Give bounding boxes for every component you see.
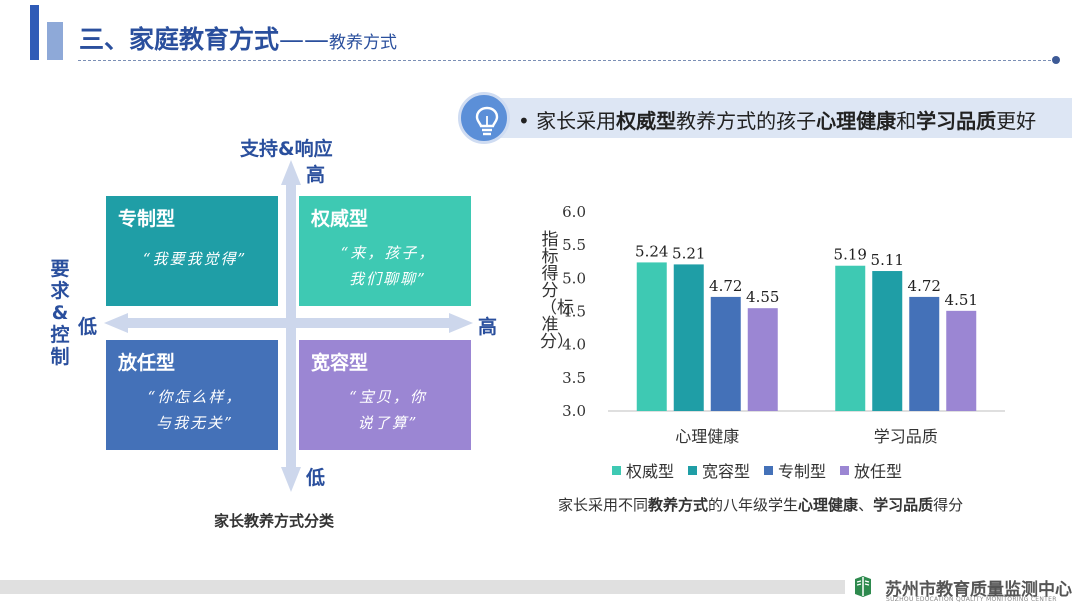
legend-item: 专制型	[764, 458, 826, 482]
title-divider-dot	[1052, 56, 1060, 64]
legend-swatch	[840, 465, 850, 475]
headline-bullet: •	[518, 109, 537, 133]
headline-part: 更好	[996, 109, 1037, 133]
quadrant-name: 权威型	[311, 208, 369, 230]
caption-part: 心理健康	[798, 496, 859, 514]
data-label: 4.55	[746, 288, 779, 306]
horizontal-axis	[124, 318, 454, 328]
legend-label: 权威型	[626, 462, 675, 481]
quadrant-quote: 说了算”	[357, 414, 419, 432]
bar	[636, 262, 667, 411]
data-label: 4.51	[945, 291, 978, 309]
quadrant-quote: “宝贝，你	[349, 388, 427, 406]
data-label: 5.24	[635, 242, 668, 260]
quadrant-quote: 与我无关”	[156, 414, 234, 432]
quadrant-name: 放任型	[118, 352, 176, 374]
bar-chart-svg: 3.03.54.04.55.05.56.05.24 5.214.724.55心理健…	[562, 203, 1005, 446]
footer-bar	[0, 580, 845, 594]
data-label: 4.72	[908, 277, 941, 295]
page-title-dash: ——	[279, 25, 330, 54]
quadrant-quote: “你怎么样，	[147, 388, 243, 406]
chart-legend: 权威型 宽容型 专制型 放任型	[612, 458, 902, 482]
headline-part: 权威型	[616, 109, 677, 133]
legend-label: 放任型	[854, 462, 903, 481]
bar	[673, 264, 704, 411]
data-label: 5.19	[834, 246, 867, 264]
data-label: 5.21	[672, 244, 705, 262]
y-tick-label: 3.0	[562, 402, 586, 420]
headline-band	[500, 98, 1072, 138]
quadrant-name: 宽容型	[311, 352, 369, 374]
title-divider	[78, 60, 1056, 61]
caption-part: 、	[858, 496, 874, 514]
book-logo-icon	[855, 576, 871, 597]
headline-part: 学习品质	[916, 109, 997, 133]
axis-left-label: 要求&控制	[50, 258, 70, 368]
bar	[872, 271, 903, 411]
legend-item: 宽容型	[688, 458, 750, 482]
quadrant-axes	[104, 160, 473, 492]
legend-label: 宽容型	[702, 462, 751, 481]
y-tick-label: 4.5	[562, 303, 586, 321]
headline-part: 教养方式的孩子	[676, 109, 817, 133]
bar	[835, 265, 866, 411]
bar-chart: 3.0 3.5 4.0 4.5 5.0 5.5 6.0 5.24 5.21 4.72 4.55 心理健…	[530, 195, 1060, 485]
caption-part: 教养方式	[648, 496, 709, 514]
quadrant-caption: 家长教养方式分类	[214, 512, 335, 530]
axis-left-end: 低	[78, 316, 98, 338]
quadrant-quote: “来，孩子，	[340, 244, 436, 262]
legend-label: 专制型	[778, 462, 827, 481]
y-tick-label: 6.0	[562, 203, 586, 221]
headline-part: 家长采用	[536, 109, 617, 133]
quadrant-authoritative: 权威型 “来，孩子， 我们聊聊”	[299, 196, 471, 306]
quadrant-quote: “我要我觉得”	[142, 250, 248, 268]
vertical-axis-arrow-up	[281, 160, 301, 185]
bar	[747, 308, 778, 411]
quadrant-indulgent: 宽容型 “宝贝，你 说了算”	[299, 340, 471, 450]
legend-swatch	[612, 465, 621, 475]
caption-part: 学习品质	[873, 496, 934, 514]
axis-top-label: 支持&响应	[240, 138, 333, 160]
page-title: 三、家庭教育方式——教养方式	[79, 20, 397, 56]
bar	[946, 310, 977, 411]
vertical-axis-arrow-down	[281, 467, 301, 492]
lightbulb-icon	[458, 92, 510, 144]
legend-swatch	[764, 465, 774, 475]
axis-top-end: 高	[306, 164, 326, 186]
caption-part: 家长采用不同	[558, 496, 649, 514]
y-tick-label: 4.0	[562, 336, 586, 354]
headline-part: 心理健康	[816, 109, 897, 133]
data-label: 4.72	[709, 277, 742, 295]
page-title-main: 三、家庭教育方式	[79, 25, 280, 54]
caption-part: 得分	[933, 496, 964, 514]
chart-caption: 家长采用不同教养方式的八年级学生心理健康、学习品质得分	[558, 494, 963, 515]
bar	[710, 296, 741, 411]
data-label: 5.11	[871, 251, 904, 269]
horizontal-axis-arrow-left	[104, 313, 128, 333]
headline: • 家长采用权威型教养方式的孩子心理健康和学习品质更好	[518, 105, 1036, 134]
quadrant-quote: 我们聊聊”	[349, 270, 427, 288]
caption-part: 的八年级学生	[708, 496, 799, 514]
title-accent-bar-light	[47, 22, 63, 60]
legend-swatch	[688, 465, 698, 475]
page-subtitle: 教养方式	[329, 33, 398, 53]
quadrant-permissive-neglectful: 放任型 “你怎么样， 与我无关”	[106, 340, 278, 450]
headline-part: 和	[896, 109, 917, 133]
y-tick-label: 5.0	[562, 269, 586, 287]
legend-item: 放任型	[840, 458, 902, 482]
axis-bottom-end: 低	[306, 467, 326, 489]
x-tick-label: 学习品质	[874, 427, 938, 446]
x-tick-label: 心理健康	[675, 427, 739, 446]
y-tick-label: 3.5	[562, 369, 586, 387]
quadrant-name: 专制型	[118, 208, 176, 230]
y-tick-label: 5.5	[562, 236, 586, 254]
footer-org-name: 苏州市教育质量监测中心	[885, 580, 1072, 600]
quadrant-authoritarian: 专制型 “我要我觉得”	[106, 196, 278, 306]
horizontal-axis-arrow-right	[449, 313, 473, 333]
axis-right-end: 高	[478, 316, 498, 338]
footer-org-name-en: SUZHOU EDUCATION QUALITY MONITORING CENT…	[886, 596, 1057, 603]
title-accent-bar	[30, 5, 39, 60]
bar	[909, 296, 940, 411]
legend-item: 权威型	[612, 458, 674, 482]
